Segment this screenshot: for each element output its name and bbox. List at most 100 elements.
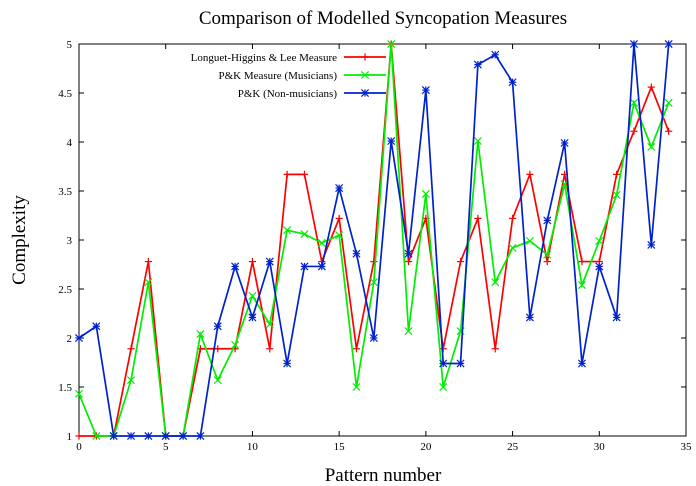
legend-marker: [360, 70, 370, 80]
data-point-pk-musicians: [664, 98, 673, 107]
data-point-pk-non-musicians: [612, 313, 621, 322]
y-tick-label: 3.5: [58, 186, 72, 198]
legend: Longuet-Higgins & Lee Measure P&K Measure…: [191, 52, 386, 100]
data-point-pk-non-musicians: [109, 431, 118, 441]
data-point-pk-non-musicians: [127, 431, 136, 441]
series-line-pk-non-musicians: [78, 43, 670, 437]
x-tick-label: 10: [247, 441, 259, 453]
data-point-pk-musicians: [508, 243, 517, 252]
data-point-lhl: [647, 83, 655, 91]
data-point-pk-non-musicians: [335, 184, 344, 193]
data-point-pk-musicians: [629, 98, 638, 107]
data-point-pk-musicians: [231, 340, 240, 349]
data-point-pk-musicians: [404, 327, 413, 336]
x-tick-label: 5: [163, 441, 169, 453]
data-point-pk-non-musicians: [543, 216, 552, 225]
data-point-pk-musicians: [74, 389, 84, 398]
data-point-pk-non-musicians: [560, 138, 569, 148]
y-axis-label: Complexity: [9, 195, 30, 285]
data-point-pk-musicians: [265, 320, 274, 329]
data-point-pk-musicians: [144, 278, 153, 287]
data-point-lhl: [127, 345, 135, 353]
data-point-lhl: [335, 214, 343, 223]
data-point-lhl: [630, 127, 638, 135]
data-point-pk-musicians: [577, 281, 586, 290]
data-point-pk-non-musicians: [74, 333, 84, 343]
data-point-pk-musicians: [335, 231, 344, 240]
data-point-pk-non-musicians: [508, 78, 517, 87]
y-tick-label: 4: [67, 137, 73, 149]
data-point-lhl: [578, 257, 586, 266]
data-point-pk-non-musicians: [421, 86, 430, 95]
data-point-pk-musicians: [196, 330, 205, 339]
data-point-pk-musicians: [300, 230, 309, 239]
plot-area: [74, 39, 673, 441]
x-axis-label: Pattern number: [325, 465, 442, 486]
x-tick-label: 0: [76, 441, 82, 453]
series-lhl: [75, 40, 673, 440]
data-point-pk-non-musicians: [213, 322, 222, 331]
y-tick-label: 5: [67, 39, 73, 51]
y-tick-label: 3: [67, 235, 73, 247]
x-tick-label: 20: [420, 441, 432, 453]
x-tick-label: 30: [594, 441, 606, 453]
data-point-lhl: [491, 345, 499, 353]
data-point-lhl: [404, 257, 413, 266]
data-point-pk-non-musicians: [317, 262, 326, 271]
data-point-pk-non-musicians: [456, 359, 465, 368]
data-point-lhl: [665, 127, 673, 135]
data-point-lhl: [144, 257, 152, 266]
data-point-lhl: [370, 257, 378, 266]
data-point-pk-non-musicians: [300, 262, 309, 271]
data-point-pk-musicians: [595, 236, 604, 246]
data-point-lhl: [266, 345, 274, 353]
data-point-pk-musicians: [647, 142, 656, 151]
data-point-lhl: [508, 214, 517, 223]
data-point-pk-non-musicians: [473, 60, 482, 69]
data-point-pk-non-musicians: [491, 50, 500, 59]
data-point-pk-musicians: [525, 236, 534, 246]
legend-marker: [361, 53, 369, 61]
x-tick-label: 15: [334, 441, 346, 453]
series-line-pk-musicians: [78, 43, 670, 437]
data-point-pk-musicians: [387, 39, 396, 49]
y-tick-label: 4.5: [58, 88, 72, 100]
series-pk-musicians: [74, 39, 673, 441]
data-point-pk-musicians: [317, 238, 326, 247]
axes: 0 5 10 15 20 25 30 35 1 1.5 2 2.5 3 3.5 4 4.5 5: [58, 39, 692, 453]
data-point-pk-non-musicians: [404, 249, 413, 258]
data-point-pk-non-musicians: [387, 136, 396, 146]
data-point-pk-non-musicians: [161, 431, 170, 441]
data-point-lhl: [283, 170, 291, 178]
data-point-pk-musicians: [248, 291, 257, 300]
data-point-pk-musicians: [283, 226, 292, 235]
data-point-pk-non-musicians: [369, 333, 378, 343]
data-point-pk-musicians: [213, 376, 222, 385]
data-point-pk-non-musicians: [439, 359, 448, 368]
data-point-pk-musicians: [473, 136, 482, 146]
y-tick-label: 2.5: [58, 284, 72, 296]
data-point-pk-non-musicians: [196, 431, 205, 441]
data-point-lhl: [214, 345, 222, 353]
series-line-lhl: [79, 43, 670, 437]
data-point-pk-musicians: [421, 189, 430, 198]
data-point-pk-musicians: [127, 376, 136, 385]
data-point-pk-non-musicians: [595, 262, 604, 271]
data-point-pk-non-musicians: [352, 249, 361, 258]
data-point-pk-non-musicians: [664, 39, 673, 49]
data-point-pk-non-musicians: [283, 359, 292, 368]
y-tick-label: 1: [67, 431, 73, 443]
y-tick-label: 2: [67, 333, 73, 345]
data-point-pk-non-musicians: [577, 359, 586, 368]
data-point-pk-musicians: [543, 250, 552, 259]
data-point-lhl: [543, 257, 551, 266]
data-point-lhl: [75, 432, 83, 440]
series-pk-non-musicians: [74, 39, 673, 441]
data-point-pk-non-musicians: [231, 262, 240, 271]
data-point-pk-musicians: [369, 278, 378, 287]
legend-entry-label: P&K (Non-musicians): [238, 88, 338, 100]
data-point-pk-non-musicians: [265, 257, 274, 266]
data-point-pk-non-musicians: [629, 39, 638, 49]
data-point-pk-musicians: [352, 382, 361, 392]
